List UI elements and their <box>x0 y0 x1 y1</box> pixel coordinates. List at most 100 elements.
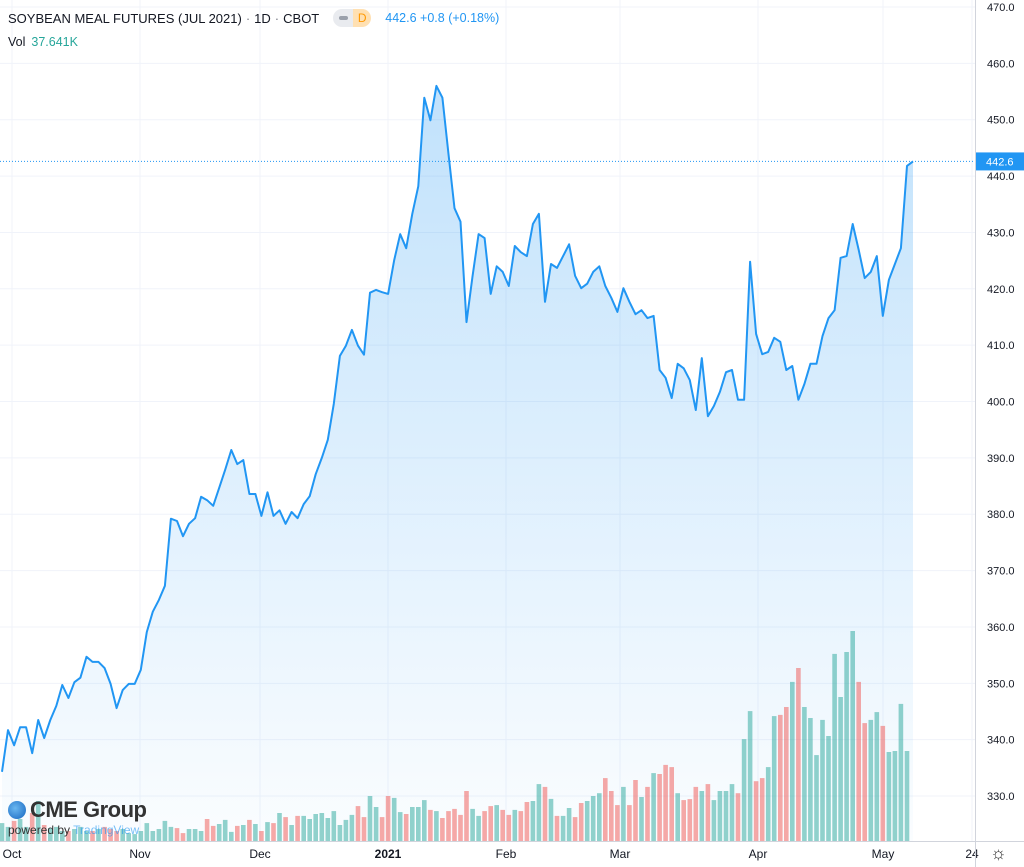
volume-bar <box>711 800 717 841</box>
volume-bar <box>277 813 282 841</box>
volume-bar <box>192 829 198 841</box>
volume-bar <box>796 668 801 841</box>
volume-bar <box>222 819 228 841</box>
change-percent: (+0.18%) <box>448 11 500 25</box>
volume-bar <box>603 778 608 841</box>
volume-bar <box>615 805 620 841</box>
y-tick-label: 360.0 <box>987 622 1015 634</box>
volume-bar <box>180 833 186 841</box>
volume-bar <box>11 820 17 841</box>
minus-icon <box>333 9 354 27</box>
y-tick-label: 470.0 <box>987 2 1015 14</box>
interval[interactable]: 1D <box>254 10 271 26</box>
y-tick-label: 330.0 <box>987 791 1015 803</box>
tradingview-link[interactable]: TradingView <box>73 823 140 837</box>
volume-bar <box>470 808 475 841</box>
volume-bar <box>0 823 5 841</box>
y-tick-label: 450.0 <box>987 115 1015 127</box>
volume-bar <box>54 826 59 841</box>
volume-label: Vol <box>8 35 26 49</box>
y-tick-label: 380.0 <box>987 509 1015 521</box>
volume-bar <box>23 826 29 841</box>
volume-bar <box>410 807 415 841</box>
volume-bar <box>482 811 487 841</box>
change-value: +0.8 <box>420 11 445 25</box>
volume-bar <box>584 801 590 841</box>
x-tick-label: Feb <box>496 847 517 861</box>
volume-bar <box>120 829 125 841</box>
volume-bar <box>132 834 137 841</box>
volume-bar <box>35 801 41 841</box>
volume-bar <box>138 831 144 841</box>
volume-bar <box>868 719 874 841</box>
volume-bar <box>518 811 524 841</box>
volume-bar <box>379 817 385 841</box>
volume-bar <box>530 801 536 841</box>
volume-bar <box>723 791 729 841</box>
volume-bar <box>590 796 596 841</box>
volume-bar <box>741 739 747 841</box>
volume-bar <box>458 814 463 841</box>
volume-bar <box>512 809 518 841</box>
volume-bar <box>247 819 252 841</box>
x-tick-label: Dec <box>249 847 270 861</box>
volume-bar <box>784 707 789 841</box>
volume-bar <box>663 764 668 841</box>
volume-bar <box>156 829 162 841</box>
separator: · <box>274 10 280 26</box>
volume-bar <box>687 799 693 841</box>
x-tick-label: Mar <box>610 847 631 861</box>
volume-bar <box>253 824 258 841</box>
volume-bar <box>717 791 723 841</box>
volume-bar <box>229 831 234 841</box>
volume-bar <box>874 712 880 841</box>
volume-bar <box>735 793 741 841</box>
volume-bar <box>452 808 457 841</box>
cme-logo[interactable]: CME Group powered by TradingView <box>8 797 147 837</box>
price-area-fill <box>2 85 913 841</box>
volume-bar <box>440 818 445 841</box>
volume-bar <box>572 817 578 841</box>
volume-bar <box>114 831 119 841</box>
volume-bar <box>325 818 331 841</box>
volume-bar <box>597 793 602 841</box>
volume-bar <box>536 784 542 841</box>
volume-bar <box>337 825 343 841</box>
volume-bar <box>313 814 318 841</box>
separator: · <box>245 10 251 26</box>
volume-bar <box>627 805 632 841</box>
volume-bar <box>814 755 819 841</box>
volume-bar <box>446 811 451 841</box>
volume-bar <box>319 813 325 841</box>
chart-legend: SOYBEAN MEAL FUTURES (JUL 2021) · 1D · C… <box>8 9 499 27</box>
volume-bar <box>235 825 240 841</box>
volume-bar <box>464 791 469 841</box>
y-tick-label: 350.0 <box>987 678 1015 690</box>
volume-bar <box>66 831 71 841</box>
volume-bar <box>265 822 270 841</box>
price-change: 442.6 +0.8 (+0.18%) <box>385 11 499 25</box>
y-tick-label: 430.0 <box>987 227 1015 239</box>
volume-legend: Vol 37.641K <box>8 35 78 49</box>
market-status-badge[interactable]: D <box>333 9 372 27</box>
volume-bar <box>210 825 216 841</box>
y-tick-label: 340.0 <box>987 735 1015 747</box>
volume-bar <box>17 819 23 841</box>
volume-bar <box>639 797 644 841</box>
volume-bar <box>295 815 300 841</box>
volume-bar <box>753 781 759 841</box>
volume-bar <box>331 811 337 841</box>
volume-bar <box>373 807 379 841</box>
volume-bar <box>560 815 566 841</box>
volume-bar <box>826 736 831 841</box>
y-tick-label: 390.0 <box>987 453 1015 465</box>
settings-gear-icon[interactable]: ☼ <box>990 843 1007 863</box>
volume-bar <box>283 817 288 841</box>
volume-bar <box>168 826 174 841</box>
last-price-axis-label: 442.6 <box>986 156 1014 168</box>
volume-bar <box>289 825 294 841</box>
y-tick-label: 400.0 <box>987 397 1015 409</box>
y-tick-label: 460.0 <box>987 58 1015 70</box>
